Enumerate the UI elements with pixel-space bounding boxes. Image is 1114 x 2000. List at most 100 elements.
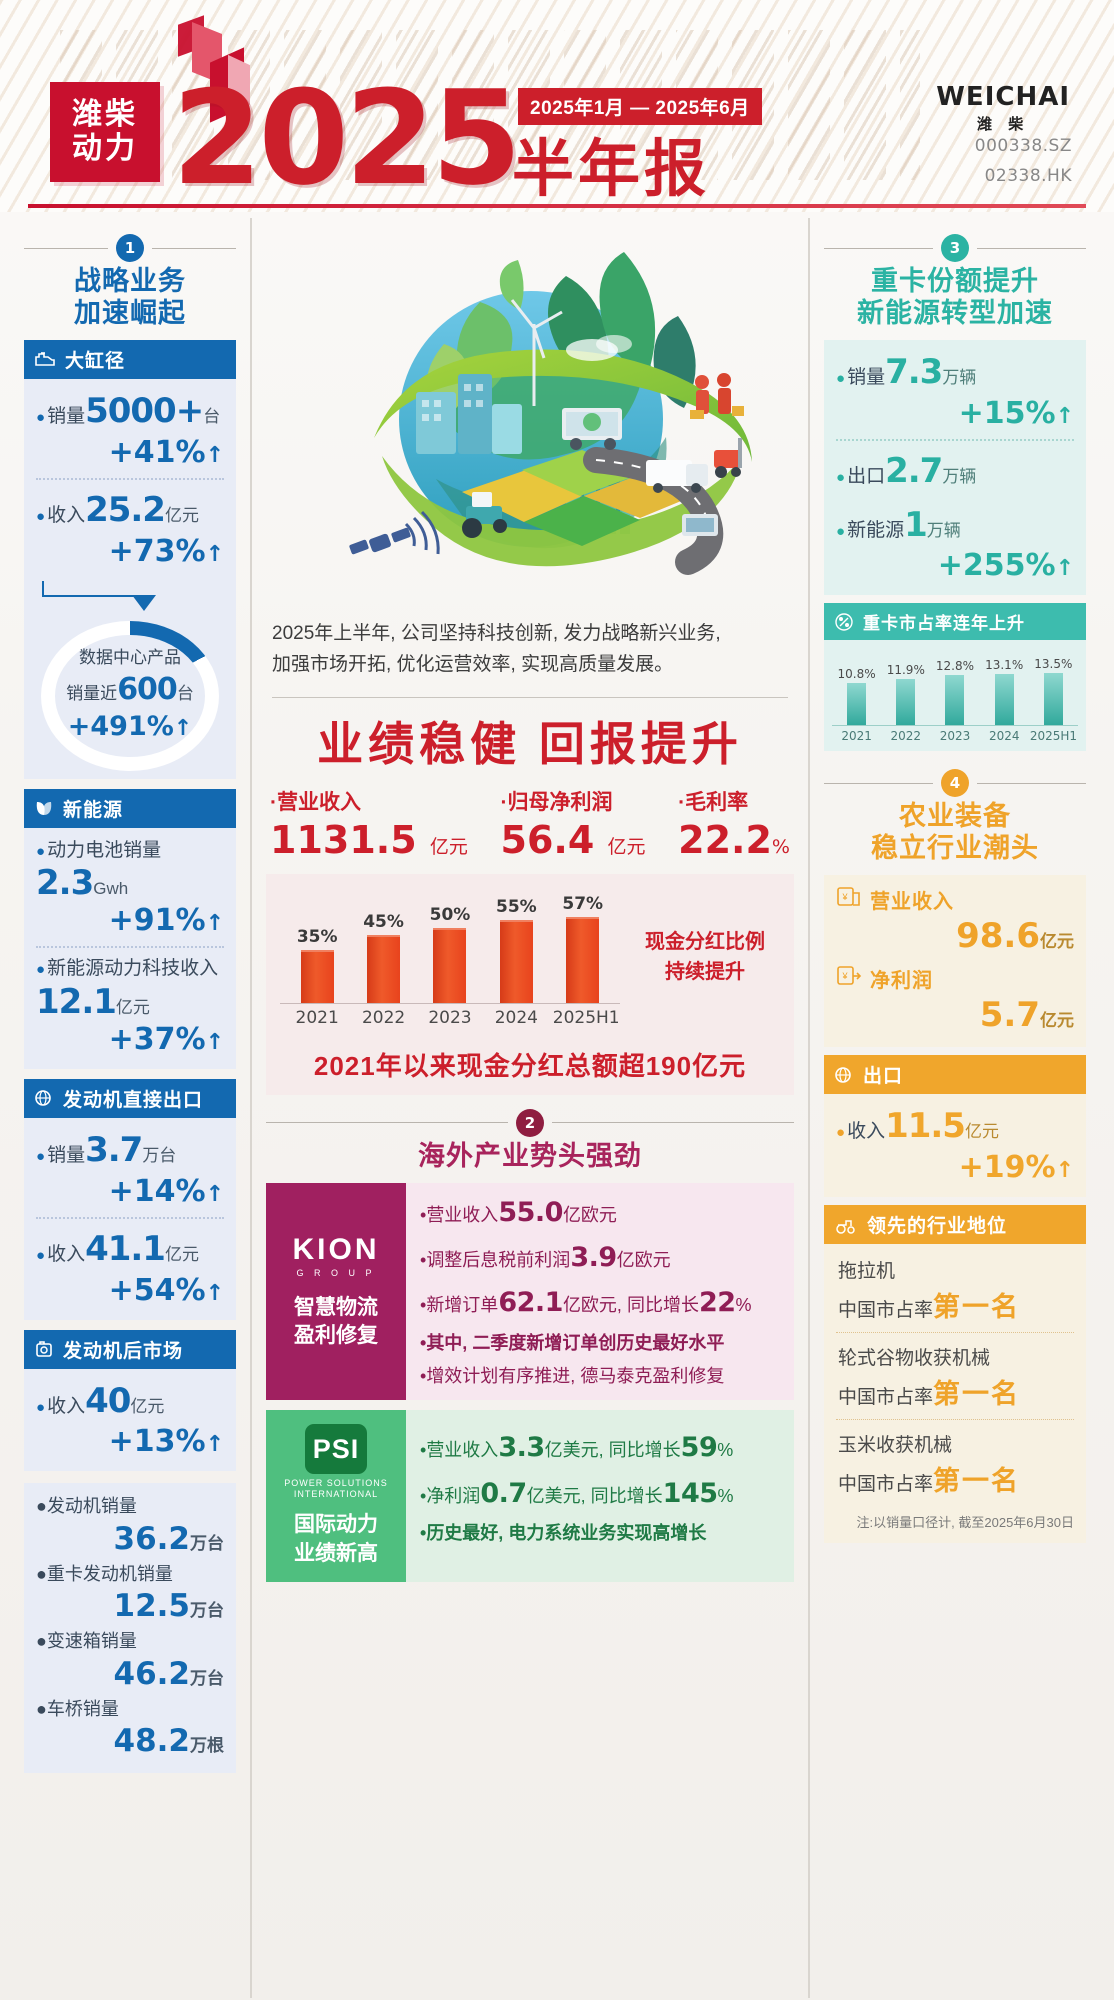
bullet-dot: ● xyxy=(836,522,846,540)
card-header-ag-export: 出口 xyxy=(824,1055,1086,1095)
leading-item: 拖拉机 中国市占率第一名 xyxy=(836,1246,1074,1332)
bullet-dot: ● xyxy=(36,1698,47,1719)
ag-metric-row: ¥ 净利润 xyxy=(836,964,1074,993)
hero-illustration xyxy=(266,224,794,614)
section-4-title-line1: 农业装备 xyxy=(899,801,1011,832)
x-tick-label: 2021 xyxy=(295,1007,339,1028)
bullet-dot: ● xyxy=(36,1563,47,1584)
panel-engine-export: ● 销量3.7万台 +14%↑ ● 收入41.1亿元 +54%↑ xyxy=(24,1117,236,1320)
psi-logo-sub-2: INTERNATIONAL xyxy=(293,1489,379,1500)
metric-label: 收入 xyxy=(47,1243,86,1265)
up-arrow-icon: ↑ xyxy=(205,1029,224,1055)
leading-rank: 中国市占率第一名 xyxy=(838,1379,1021,1409)
metric-unit: 亿元 xyxy=(164,1244,199,1264)
dividend-ratio-chart: 35% 45% 50% 55% 57% 2021 2022 2023 2024 2025H1 xyxy=(280,886,620,1028)
panel-leading: 拖拉机 中国市占率第一名 轮式谷物收获机械 中国市占率第一名 玉米收获机械 中国… xyxy=(824,1244,1086,1543)
growth-value: +19% xyxy=(958,1150,1056,1185)
panel-ag-export: ● 收入11.5亿元 +19%↑ xyxy=(824,1094,1086,1197)
bar-label: 10.8% xyxy=(837,667,876,682)
growth-value: +73% xyxy=(108,533,206,569)
bullet-item: •新增订单62.1亿欧元, 同比增长22% xyxy=(420,1287,752,1319)
bullet-item: •历史最好, 电力系统业务实现高增长 xyxy=(420,1523,707,1544)
metric-growth: +37%↑ xyxy=(36,1022,224,1057)
intro-text: 2025年上半年, 公司坚持科技创新, 发力战略新兴业务, 加强市场开拓, 优化… xyxy=(266,614,794,693)
percent-icon xyxy=(834,612,854,632)
divider-line xyxy=(24,247,108,249)
kion-block: KION G R O U P 智慧物流 盈利修复 •营业收入55.0亿欧元 •调… xyxy=(266,1182,794,1401)
metric-unit: 万台 xyxy=(142,1145,177,1165)
divider-line xyxy=(824,782,933,784)
x-tick-label: 2023 xyxy=(428,1007,472,1028)
metric-row: ● 收入41.1亿元 xyxy=(36,1227,224,1273)
section-1-header: 1 xyxy=(24,234,236,262)
bullet-dot: ● xyxy=(36,1496,47,1517)
panel-large-bore: ● 销量5000+台 +41%↑ ● 收入25.2亿元 +73%↑ xyxy=(24,378,236,581)
dividend-total-line: 2021年以来现金分红总额超190亿元 xyxy=(266,1039,794,1095)
divider-dashed xyxy=(36,946,224,949)
leading-item: 玉米收获机械 中国市占率第一名 xyxy=(836,1420,1074,1506)
metric-row: ● 收入11.5亿元 xyxy=(836,1104,1074,1150)
card-header-new-energy: 新能源 xyxy=(24,788,236,828)
right-column: 3 重卡份额提升 新能源转型加速 ● 销量7.3万辆 +15%↑ ● 出口2.7万辆… xyxy=(810,218,1110,1998)
metric-value: 2.7 xyxy=(885,450,943,491)
metric-unit: 亿元 xyxy=(164,505,199,525)
metric-label: 销量 xyxy=(47,1144,86,1166)
bullet-item: •调整后息税前利润3.9亿欧元 xyxy=(420,1241,671,1273)
metric-row: ● 销量7.3万辆 xyxy=(836,350,1074,396)
bar-column: 10.8% xyxy=(834,667,880,726)
bar-group: 35% 45% 50% 55% 57% xyxy=(280,886,620,1004)
metric-unit: Gwh xyxy=(93,879,129,899)
stat-label: ●重卡发动机销量 xyxy=(36,1563,173,1584)
leading-rank: 中国市占率第一名 xyxy=(838,1466,1021,1496)
x-tick-label: 2022 xyxy=(361,1007,406,1028)
metric-value-row: 12.1亿元 xyxy=(36,982,224,1022)
x-tick-label: 2025H1 xyxy=(552,1007,620,1028)
rank-value: 第一名 xyxy=(933,1292,1021,1322)
panel-new-energy: ● 动力电池销量 2.3Gwh +91%↑ ● 新能源动力科技收入 12.1亿元 +… xyxy=(24,827,236,1069)
kpi-row: ·营业收入 1131.5 亿元 ·归母净利润 56.4 亿元 ·毛利率 22.2… xyxy=(266,786,794,862)
bullet-dot: ● xyxy=(836,468,846,486)
divider-line xyxy=(152,247,236,249)
bar-rect xyxy=(566,916,600,1003)
kpi-value: 22.2% xyxy=(678,817,790,862)
bar-rect xyxy=(1043,673,1063,726)
bar-column: 57% xyxy=(561,894,605,1003)
bullet-tail: 亿欧元, 同比增长 xyxy=(562,1295,699,1316)
metric-label: 收入 xyxy=(47,1395,86,1417)
bullet-tail-2: % xyxy=(717,1485,734,1506)
divider-line xyxy=(824,247,933,249)
stat-unit: 万台 xyxy=(190,1601,224,1622)
metric-unit: 万辆 xyxy=(926,520,961,540)
metric-growth: +14%↑ xyxy=(36,1174,224,1209)
metric-unit: 亿元 xyxy=(130,1396,165,1416)
bullet-value: 0.7 xyxy=(480,1477,527,1509)
stat-value: 46.2万台 xyxy=(113,1655,225,1692)
metric-label: 动力电池销量 xyxy=(47,839,162,861)
up-arrow-icon: ↑ xyxy=(205,541,224,567)
bullet-item: •营业收入55.0亿欧元 xyxy=(420,1196,617,1228)
metric-value: 12.1 xyxy=(36,981,117,1022)
bullet-dot: ● xyxy=(836,369,846,387)
profit-icon: ¥ xyxy=(836,964,862,986)
intro-line-2: 加强市场开拓, 优化运营效率, 实现高质量发展。 xyxy=(272,654,674,676)
bullet-tail-2: % xyxy=(717,1440,734,1461)
bar-label: 45% xyxy=(363,911,404,932)
bullet-value: 62.1 xyxy=(498,1287,563,1319)
donut-unit: 台 xyxy=(176,683,194,703)
metric-row: ● 收入25.2亿元 xyxy=(36,488,224,534)
metric-row: ● 销量5000+台 xyxy=(36,389,224,435)
stat-label: ●车桥销量 xyxy=(36,1698,119,1719)
logo-line-1: 潍柴 xyxy=(72,98,138,132)
metric-label: 收入 xyxy=(47,504,86,526)
stat-label: ●发动机销量 xyxy=(36,1496,137,1517)
card-header-large-bore: 大缸径 xyxy=(24,339,236,379)
dividend-chart-note: 现金分红比例 持续提升 xyxy=(630,927,780,987)
ag-metric-unit: 亿元 xyxy=(1040,932,1074,953)
rank-value: 第一名 xyxy=(933,1466,1021,1496)
metric-growth: +13%↑ xyxy=(36,1424,224,1459)
panel-agriculture: ¥ 营业收入 98.6亿元 ¥ 净利润 5.7亿元 xyxy=(824,875,1086,1048)
stat-label: ●变速箱销量 xyxy=(36,1631,137,1652)
report-type-banner: 半年报 xyxy=(512,135,711,204)
metric-value-row: 2.3Gwh xyxy=(36,863,224,903)
metric-row: ● 动力电池销量 xyxy=(36,838,224,864)
